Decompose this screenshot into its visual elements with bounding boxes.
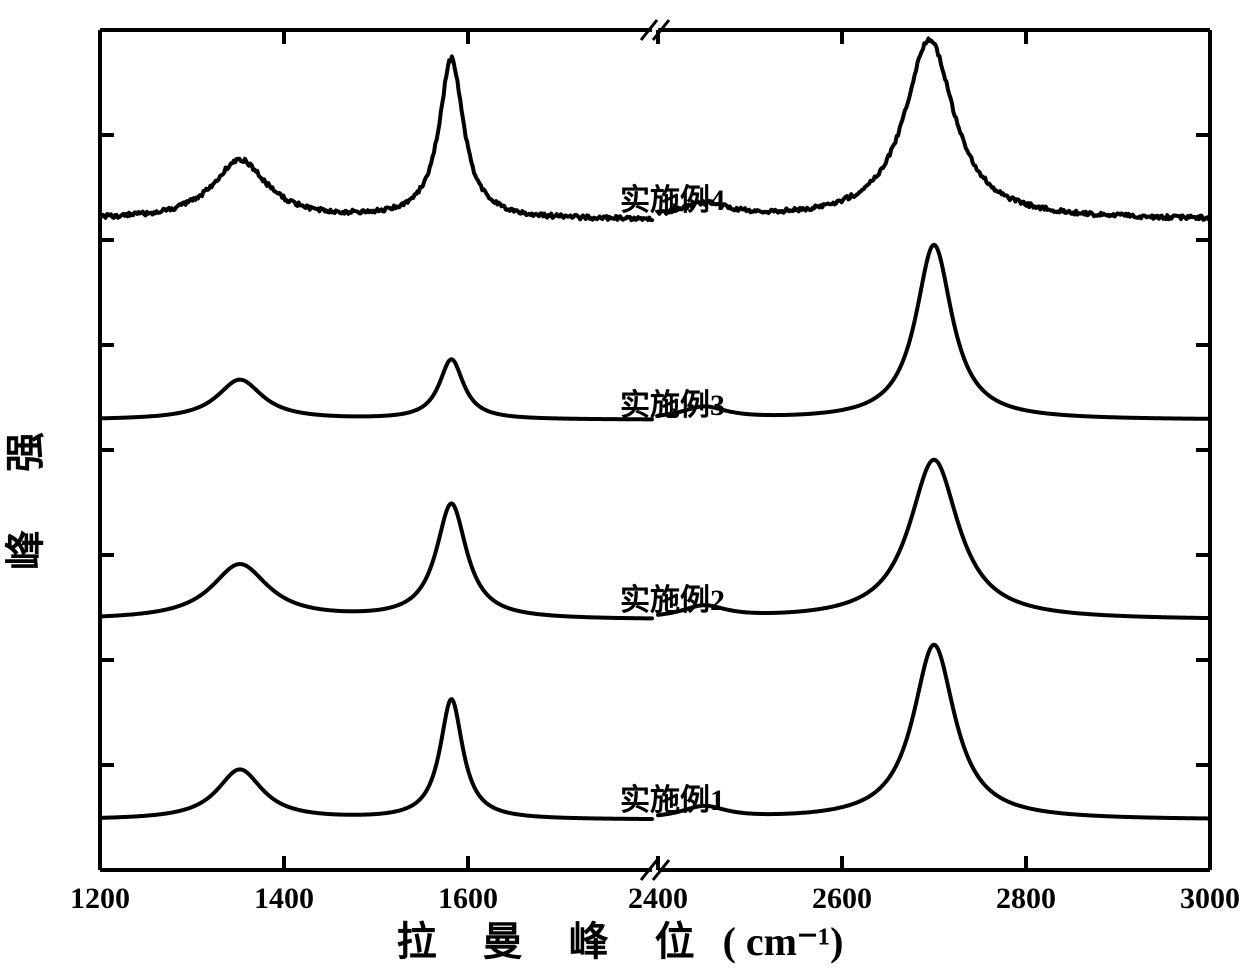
x-tick-label: 1400 — [254, 882, 314, 916]
x-tick-label: 1200 — [70, 882, 130, 916]
x-axis-label: 拉 曼 峰 位 ( cm⁻¹) — [397, 909, 844, 967]
series-label: 实施例4 — [620, 175, 725, 219]
series-label: 实施例3 — [620, 380, 725, 424]
chart-svg — [0, 0, 1240, 977]
series-label: 实施例1 — [620, 775, 725, 819]
x-tick-label: 3000 — [1180, 882, 1240, 916]
raman-chart: 峰 强 拉 曼 峰 位 ( cm⁻¹) 1200 1400 1600 2400 2600… — [0, 0, 1240, 977]
x-tick-label: 2400 — [628, 882, 688, 916]
series-label: 实施例2 — [620, 575, 725, 619]
y-axis-label: 峰 强 — [0, 408, 51, 570]
x-axis-label-cn: 拉 曼 峰 位 — [397, 919, 713, 964]
x-tick-label: 1600 — [438, 882, 498, 916]
x-tick-label: 2800 — [996, 882, 1056, 916]
x-axis-label-unit: ( cm⁻¹) — [723, 919, 844, 964]
x-tick-label: 2600 — [812, 882, 872, 916]
